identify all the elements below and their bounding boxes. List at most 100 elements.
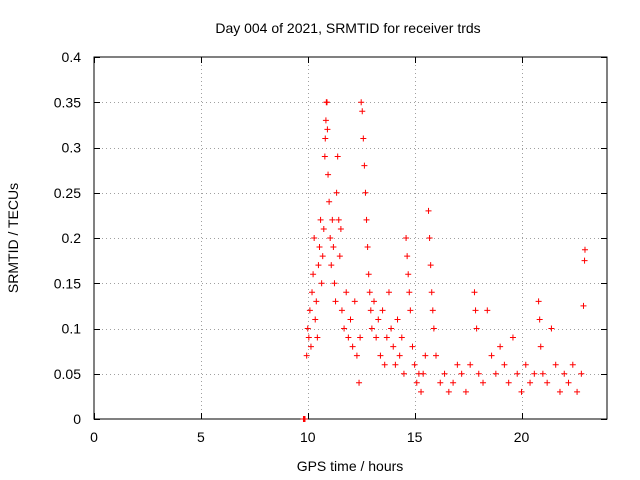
data-point bbox=[335, 216, 342, 223]
data-point bbox=[539, 370, 546, 377]
data-point bbox=[522, 361, 529, 368]
data-point bbox=[580, 302, 587, 309]
x-tick-label: 15 bbox=[407, 429, 423, 445]
data-point bbox=[366, 289, 373, 296]
data-point bbox=[343, 289, 350, 296]
x-tick-label: 5 bbox=[197, 429, 205, 445]
y-tick-label: 0.05 bbox=[54, 366, 81, 382]
data-point bbox=[329, 216, 336, 223]
data-point bbox=[406, 289, 413, 296]
data-point bbox=[303, 352, 310, 359]
data-point bbox=[320, 225, 327, 232]
data-point bbox=[472, 307, 479, 314]
data-point bbox=[317, 216, 324, 223]
data-point bbox=[322, 135, 329, 142]
data-points bbox=[300, 99, 588, 422]
data-point bbox=[581, 246, 588, 253]
y-tick-label: 0.25 bbox=[54, 185, 81, 201]
data-point bbox=[413, 379, 420, 386]
data-point bbox=[394, 316, 401, 323]
data-point bbox=[310, 271, 317, 278]
data-point bbox=[323, 99, 330, 106]
data-point bbox=[473, 325, 480, 332]
data-point bbox=[338, 307, 345, 314]
data-point bbox=[392, 361, 399, 368]
data-point bbox=[327, 235, 334, 241]
data-point bbox=[428, 289, 435, 296]
x-tick-label: 0 bbox=[90, 429, 98, 445]
data-point bbox=[334, 153, 341, 160]
y-tick-label: 0.35 bbox=[54, 94, 81, 110]
data-point bbox=[367, 307, 374, 314]
data-point bbox=[309, 289, 316, 296]
data-point bbox=[437, 379, 444, 386]
data-point bbox=[514, 370, 521, 377]
data-point bbox=[373, 334, 380, 341]
data-point bbox=[407, 307, 414, 314]
data-point bbox=[471, 289, 478, 296]
data-point bbox=[321, 153, 328, 160]
data-point bbox=[388, 325, 395, 332]
data-point bbox=[475, 370, 482, 377]
y-tick-label: 0.3 bbox=[62, 140, 82, 156]
data-point bbox=[400, 370, 407, 377]
data-point bbox=[561, 370, 568, 377]
data-point bbox=[418, 388, 425, 395]
data-point bbox=[425, 207, 432, 214]
y-axis-label: SRMTID / TECUs bbox=[5, 183, 21, 293]
data-point bbox=[574, 388, 581, 395]
data-point bbox=[305, 334, 312, 341]
y-tick-label: 0.4 bbox=[62, 49, 82, 65]
y-tick-label: 0.2 bbox=[62, 230, 82, 246]
data-point bbox=[450, 379, 457, 386]
data-point bbox=[319, 253, 326, 260]
data-point bbox=[351, 298, 358, 305]
data-point bbox=[458, 370, 465, 377]
data-point bbox=[362, 189, 369, 196]
tick-marks bbox=[94, 57, 607, 420]
data-point bbox=[365, 271, 372, 278]
data-point bbox=[409, 343, 416, 350]
data-point bbox=[426, 235, 433, 241]
data-point bbox=[349, 343, 356, 350]
data-point bbox=[385, 289, 392, 296]
data-point bbox=[326, 198, 333, 205]
data-point bbox=[316, 244, 323, 251]
chart-title: Day 004 of 2021, SRMTID for receiver trd… bbox=[215, 20, 480, 36]
data-point bbox=[357, 334, 364, 341]
data-point bbox=[535, 298, 542, 305]
data-point bbox=[552, 361, 559, 368]
data-point bbox=[314, 334, 321, 341]
x-tick-label: 20 bbox=[514, 429, 530, 445]
data-point bbox=[328, 262, 335, 269]
data-point bbox=[313, 298, 320, 305]
data-point bbox=[398, 334, 405, 341]
data-point bbox=[537, 343, 544, 350]
data-point bbox=[304, 325, 311, 332]
data-point bbox=[531, 370, 538, 377]
data-point bbox=[336, 253, 343, 260]
data-point bbox=[377, 352, 384, 359]
data-point bbox=[368, 325, 375, 332]
data-point bbox=[353, 352, 360, 359]
data-point bbox=[324, 126, 331, 133]
data-point bbox=[375, 316, 382, 323]
data-point bbox=[467, 361, 474, 368]
data-point bbox=[497, 343, 504, 350]
data-point bbox=[480, 379, 487, 386]
data-point bbox=[433, 352, 439, 359]
data-point bbox=[565, 379, 572, 386]
data-point bbox=[429, 307, 436, 314]
data-point bbox=[381, 361, 388, 368]
data-point bbox=[315, 262, 322, 269]
data-point bbox=[411, 361, 418, 368]
data-point bbox=[330, 244, 337, 251]
data-point bbox=[347, 316, 354, 323]
data-point bbox=[488, 352, 495, 359]
data-point bbox=[462, 388, 469, 395]
y-tick-label: 0.1 bbox=[62, 321, 82, 337]
data-point bbox=[492, 370, 499, 377]
data-point bbox=[509, 334, 516, 341]
data-point bbox=[325, 171, 332, 178]
